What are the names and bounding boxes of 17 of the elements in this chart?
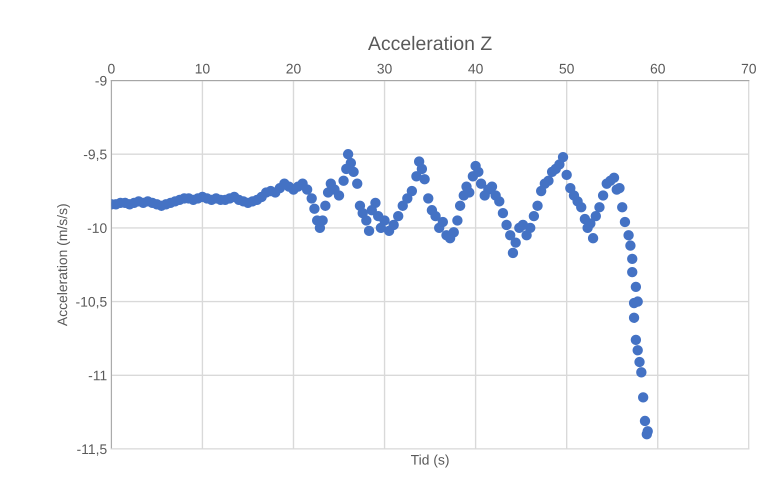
- chart-title: Acceleration Z: [368, 36, 492, 50]
- x-tick-label: 50: [560, 64, 574, 74]
- x-tick-label: 40: [468, 64, 483, 74]
- x-tick-label: 60: [650, 64, 665, 74]
- x-tick-label: 10: [196, 64, 210, 74]
- y-tick-label: -11: [88, 370, 107, 380]
- x-axis-title: Tid (s): [410, 454, 449, 468]
- x-tick-label: 20: [286, 64, 301, 74]
- y-tick-label: -9: [95, 76, 107, 86]
- x-tick-label: 70: [742, 64, 756, 74]
- y-axis-title: Acceleration (m/s/s): [57, 204, 70, 326]
- y-tick-label: -10,5: [76, 296, 107, 308]
- x-tick-label: 0: [108, 64, 115, 74]
- y-tick-label: -11,5: [77, 444, 107, 456]
- y-tick-label: -10: [88, 223, 107, 234]
- y-tick-label: -9,5: [84, 150, 107, 162]
- x-tick-label: 30: [377, 64, 392, 74]
